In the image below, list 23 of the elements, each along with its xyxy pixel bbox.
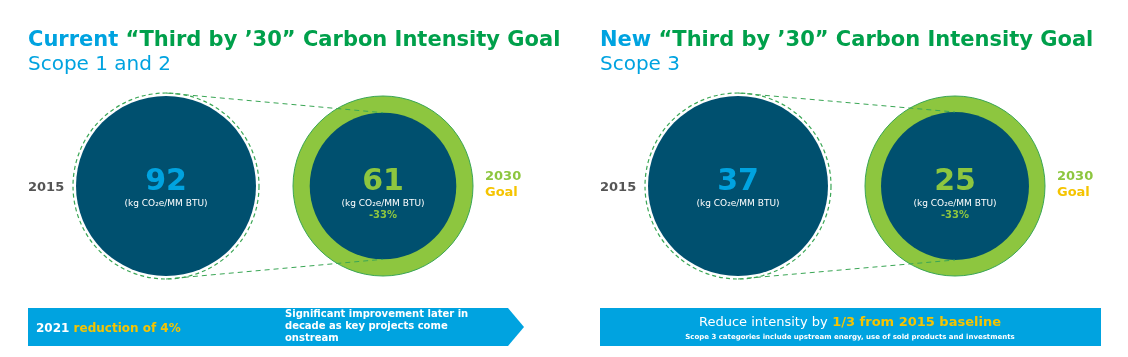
text: Reduce intensity by	[699, 314, 828, 329]
text: reduction of 4%	[69, 321, 181, 335]
category-label: 2030 Goal	[1057, 168, 1094, 199]
text: (kg CO₂e/MM BTU)	[696, 198, 780, 208]
data-label: 37	[717, 162, 759, 197]
text: Current “Third by ’30” Carbon Intensity Goal	[28, 27, 561, 51]
text: (kg CO₂e/MM BTU)	[124, 198, 208, 208]
text: Scope 1 and 2	[28, 51, 172, 75]
text: (kg CO₂e/MM BTU)	[341, 198, 425, 208]
category-label: 2015	[600, 179, 637, 194]
text: New “Third by ’30” Carbon Intensity Goal	[600, 27, 1094, 51]
data-label: 61	[362, 162, 404, 197]
text: Significant improvement later in decade as key projects come onstream	[285, 308, 469, 343]
text: 2021	[36, 321, 70, 335]
data-label: 92	[145, 162, 187, 197]
category-label: 2015	[28, 179, 65, 194]
category-label: 2030 Goal	[485, 168, 522, 199]
text: -33%	[368, 209, 398, 220]
text: Scope 3	[600, 51, 681, 75]
text: -33%	[940, 209, 970, 220]
text: (kg CO₂e/MM BTU)	[913, 198, 997, 208]
text: 1/3 from 2015 baseline	[827, 314, 1002, 329]
data-label: 25	[934, 162, 976, 197]
